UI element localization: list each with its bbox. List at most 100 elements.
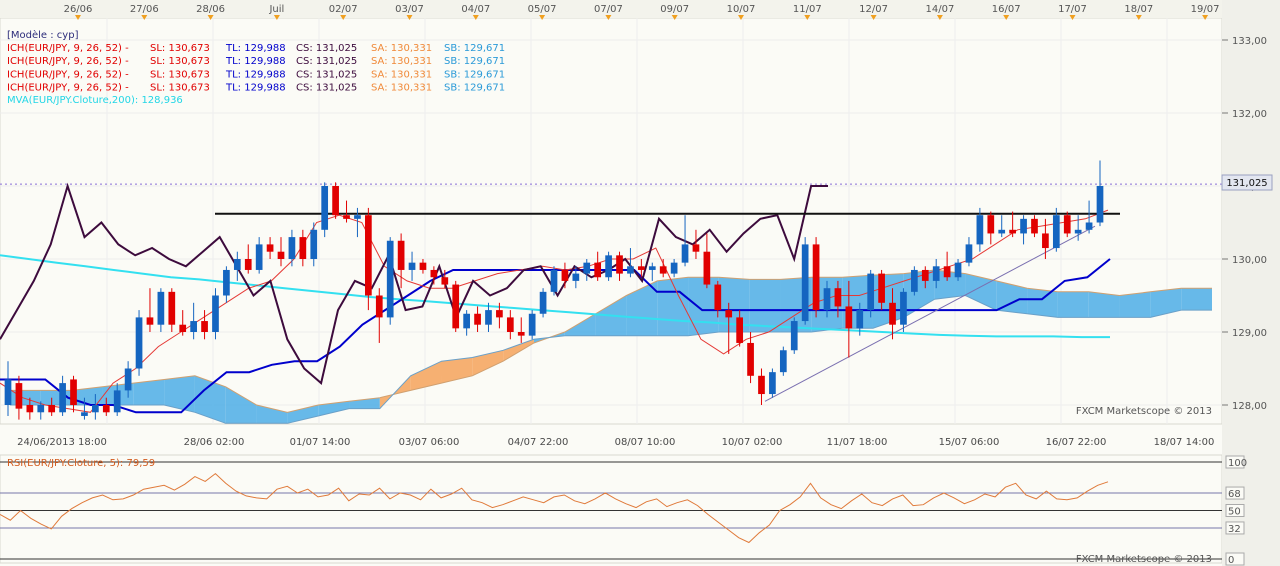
bottom-date-label: 01/07 14:00 [290,437,351,448]
event-marker [1202,15,1209,20]
event-marker [870,15,877,20]
bottom-date-label: 11/07 18:00 [827,437,888,448]
candle-body [343,215,350,219]
legend-ich-cs: CS: 131,025 [296,83,357,94]
candle-body [648,266,656,270]
candle-body [965,244,973,263]
candle-body [452,284,460,329]
cloud-segment [626,280,658,336]
rsi-level-box [1225,486,1245,500]
rsi-level-box [1225,455,1245,469]
candle-body [517,332,525,336]
event-marker [671,15,678,20]
cloud-segment [657,277,689,336]
ichimoku-cloud [10,269,1212,424]
price-tick-label: 133,00 [1232,36,1267,47]
candle-body [59,383,66,413]
top-date-label: 16/07 [992,4,1021,15]
candle-body [834,288,842,307]
bottom-date-label: 10/07 02:00 [722,437,783,448]
legend-ich-tl: TL: 129,988 [225,69,286,80]
legend-ich-sl: SL: 130,673 [150,69,210,80]
cloud-segment [318,401,350,416]
candle-body [81,412,88,416]
candle-body [1031,218,1038,234]
top-date-label: 27/06 [130,4,159,15]
candle-body [692,244,700,252]
bottom-date-labels: 24/06/2013 18:00 28/06 02:00 01/07 14:00 03… [17,437,1214,448]
candle-body [506,317,514,332]
rsi-level-label: 100 [1228,458,1247,469]
current-price-label: 131,025 [1226,178,1267,189]
candle-body [976,215,984,245]
cloud-segment [349,397,380,409]
candle-body [354,215,361,219]
candle-body [583,262,591,274]
cloud-segment [564,313,596,336]
bottom-date-label: 04/07 22:00 [508,437,569,448]
candlesticks [4,160,1104,420]
cloud-segment [1119,291,1151,318]
bottom-date-label: 03/07 06:00 [399,437,460,448]
candle-body [113,390,121,413]
top-date-label: 28/06 [196,4,225,15]
event-marker [406,15,413,20]
top-date-label: 14/07 [925,4,954,15]
cloud-segment [164,375,195,413]
candle-body [845,306,853,329]
candle-body [92,405,99,413]
senkou-a-line [10,269,1212,413]
candle-body [386,240,394,318]
bottom-date-label: 08/07 10:00 [615,437,676,448]
legend-ich-tl: TL: 129,988 [225,43,286,54]
candle-body [408,262,416,270]
cloud-segment [225,386,257,424]
legend-mva: MVA(EUR/JPY.Cloture,200): 128,936 [7,95,183,106]
candle-body [594,262,602,278]
candle-body [244,259,252,270]
candle-body [15,383,23,409]
top-date-label: 12/07 [859,4,888,15]
legend-header: [Modèle : cyp] [7,29,79,41]
candle-body [987,215,995,234]
candle-body [1052,215,1060,249]
top-date-label: 02/07 [329,4,358,15]
top-date-label: 18/07 [1124,4,1153,15]
candle-body [1042,233,1049,249]
cloud-segment [749,279,781,332]
candle-body [703,251,711,285]
legend-ich-sb: SB: 129,671 [444,56,505,67]
legend-ich-name: ICH(EUR/JPY, 9, 26, 52) - [7,69,129,80]
candle-body [1063,215,1071,234]
cloud-segment [688,277,719,336]
rsi-level-label: 50 [1228,507,1241,518]
candle-body [725,310,733,318]
legend-ich-tl: TL: 129,988 [225,83,286,94]
cloud-segment [1181,288,1212,311]
legend-ich-sl: SL: 130,673 [150,43,210,54]
candle-body [146,317,154,325]
rsi-level-box [1225,552,1245,566]
top-date-label: 03/07 [395,4,424,15]
candle-body [812,244,820,311]
rsi-level-label: 32 [1228,524,1241,535]
current-price-flag [1221,174,1273,191]
candle-body [441,277,449,285]
candle-body [911,269,918,292]
candle-body [4,379,12,405]
candle-body [37,405,45,413]
bottom-date-label: 28/06 02:00 [184,437,245,448]
candle-body [823,288,831,311]
top-date-bar [0,0,1222,18]
candle-body [310,229,318,259]
candle-body [288,237,296,259]
chikou-line [0,182,828,385]
candle-body [736,317,743,343]
event-marker [804,15,811,20]
top-date-label: Juil [268,4,284,15]
top-date-label: 26/06 [64,4,93,15]
top-date-label: 09/07 [660,4,689,15]
rsi-line [0,472,1109,544]
legend: [Modèle : cyp] ICH(EUR/JPY, 9, 26, 52) -… [7,29,505,469]
candle-body [878,273,885,303]
